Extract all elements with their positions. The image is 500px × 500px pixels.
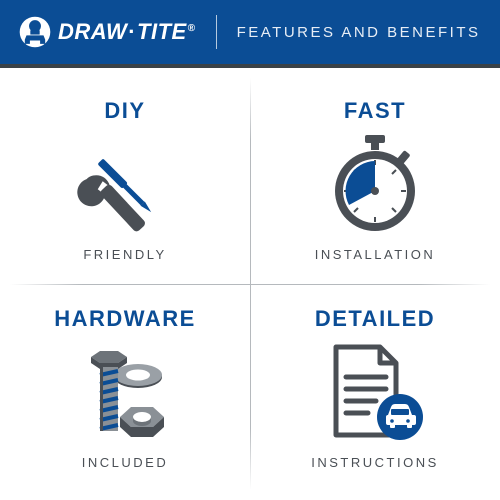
feature-cell-detailed: DETAILED <box>250 284 500 492</box>
feature-label: INSTRUCTIONS <box>311 455 439 470</box>
stopwatch-icon <box>325 133 425 238</box>
wrench-screwdriver-icon <box>70 136 180 236</box>
brand-wordmark: DRAW·TITE® <box>58 19 196 45</box>
header-subtitle: FEATURES AND BENEFITS <box>237 24 481 41</box>
feature-icon-wrap <box>260 124 490 247</box>
header-divider <box>216 15 217 49</box>
bolt-nut-washer-icon <box>60 339 190 449</box>
feature-title: FAST <box>344 98 406 124</box>
brand-part1: DRAW <box>58 19 127 44</box>
feature-label: FRIENDLY <box>83 247 166 262</box>
horizontal-divider <box>10 284 490 285</box>
header-bar: DRAW·TITE® FEATURES AND BENEFITS <box>0 0 500 68</box>
feature-title: DIY <box>104 98 145 124</box>
brand-separator-dot: · <box>127 19 137 44</box>
document-vehicle-icon <box>318 341 433 446</box>
feature-label: INCLUDED <box>82 455 168 470</box>
feature-title: HARDWARE <box>54 306 196 332</box>
feature-cell-diy: DIY FRIENDLY <box>0 76 250 284</box>
feature-label: INSTALLATION <box>315 247 436 262</box>
brand-registered-mark: ® <box>188 23 196 34</box>
feature-grid: DIY FRIENDLY FAST <box>0 68 500 500</box>
feature-icon-wrap <box>260 332 490 455</box>
feature-cell-hardware: HARDWARE <box>0 284 250 492</box>
feature-icon-wrap <box>10 332 240 455</box>
brand-logo: DRAW·TITE® <box>18 15 196 49</box>
feature-icon-wrap <box>10 124 240 247</box>
feature-title: DETAILED <box>315 306 435 332</box>
brand-part2: TITE <box>137 19 187 44</box>
hitch-ball-icon <box>18 15 52 49</box>
feature-cell-fast: FAST <box>250 76 500 284</box>
